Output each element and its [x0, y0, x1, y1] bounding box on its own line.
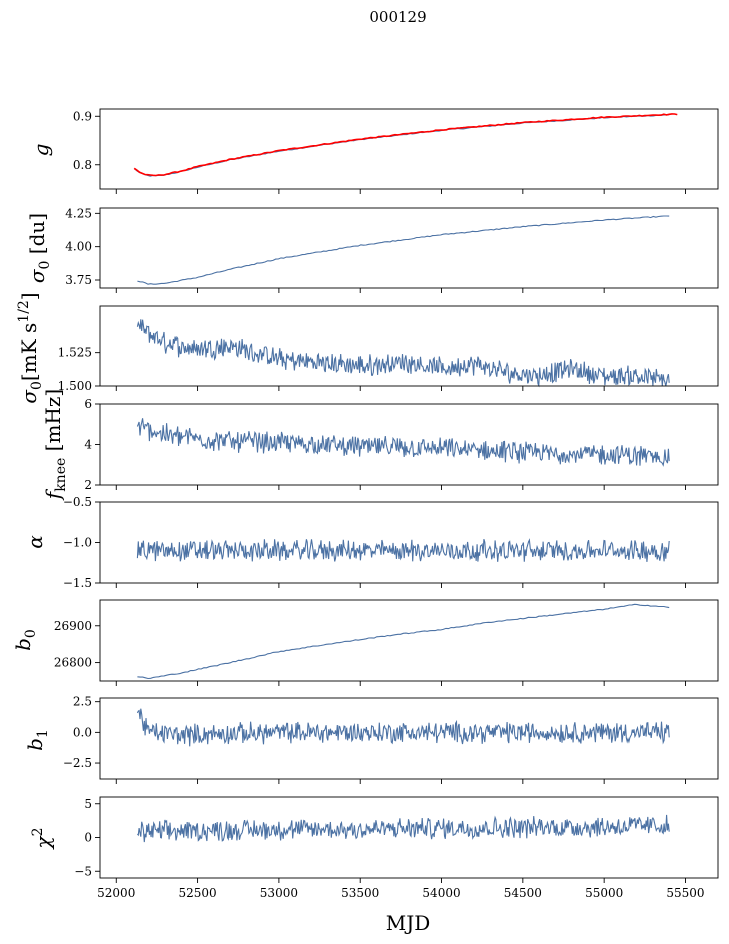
y-label-g-text: g	[29, 144, 53, 157]
panel-8-ytick-label-3: 5	[84, 797, 92, 811]
panel-4-series-line-1	[136, 418, 670, 467]
panel-5-ytick-label-3: −0.5	[63, 495, 92, 509]
panel-7-ytick-label-2: 0.0	[73, 725, 92, 739]
panel-7-frame	[99, 697, 719, 780]
y-label-alpha-text: α	[23, 535, 47, 549]
panel-2-ytick-label-3: 4.25	[65, 206, 92, 220]
y-label-g: g	[29, 144, 53, 157]
panel-2-ytick-label-1: 3.75	[65, 273, 92, 287]
y-label-sigma0-mk-text: σ0[mK s1/2]	[16, 292, 45, 403]
panel-3-series	[136, 319, 670, 388]
panel-6-frame	[99, 599, 719, 682]
panel-8-series-line-1	[136, 814, 670, 843]
panel-6-series	[137, 603, 670, 680]
y-label-b1-text: b1	[23, 729, 51, 751]
panel-8-frame	[99, 796, 719, 879]
panel-7-series-line-1	[136, 708, 670, 747]
y-label-fknee: fknee [mHz]	[41, 389, 69, 501]
panel-1-series	[133, 113, 678, 177]
panel-4-ytick-label-3: 6	[84, 397, 92, 411]
panel-4-ytick-label-1: 2	[84, 478, 92, 492]
xtick-label-8: 55500	[666, 886, 704, 900]
panel-3-ytick-label-2: 1.525	[58, 346, 92, 360]
panel-6-ytick-label-1: 26800	[54, 656, 92, 670]
y-label-alpha: α	[23, 535, 47, 549]
y-label-b0-text: b0	[11, 629, 39, 651]
x-axis-label: MJD	[386, 911, 431, 935]
xtick-label-5: 54000	[422, 886, 460, 900]
y-label-chi2: χ2	[30, 827, 55, 850]
panel-8: −5 0 5 52000 52500 53000 53500 54000 54500 55000 5…	[74, 796, 719, 900]
panel-4-series	[136, 418, 670, 467]
panel-1-frame	[99, 108, 719, 190]
panel-6: 26800 26900	[54, 599, 719, 686]
panel-5-ytick-label-1: −1.5	[63, 576, 92, 590]
panel-7-series	[136, 708, 670, 747]
xtick-label-3: 53000	[260, 886, 298, 900]
panel-5: −1.5 −1.0 −0.5	[63, 495, 719, 590]
panel-6-series-line-1	[137, 603, 670, 680]
xtick-label-2: 52500	[178, 886, 216, 900]
panel-3-series-line-1	[136, 319, 670, 388]
panel-1-series-line-2	[133, 113, 678, 177]
panels: 0.80.93.754.004.251.5001.525246−1.5−1.0−…	[54, 108, 719, 900]
xtick-label-1: 52000	[97, 886, 135, 900]
y-label-b1: b1	[23, 729, 51, 751]
panel-2-series	[137, 215, 670, 285]
panel-4-frame	[99, 403, 719, 486]
panel-1-ytick-label-1: 0.8	[73, 158, 92, 172]
panel-6-ytick-label-2: 26900	[54, 619, 92, 633]
panel-8-ytick-label-2: 0	[84, 831, 92, 845]
figure-title: 000129	[369, 8, 426, 26]
panel-5-series-line-1	[136, 538, 670, 562]
panel-8-series	[136, 814, 670, 843]
panel-7: −2.5 0.0 2.5	[63, 695, 719, 784]
panel-7-ytick-label-1: −2.5	[63, 756, 92, 770]
panel-3-frame	[99, 305, 719, 387]
panel-1-series-line-1	[133, 114, 670, 177]
y-label-chi2-text: χ2	[30, 827, 55, 850]
panel-2-series-line-1	[137, 215, 670, 285]
y-label-sigma0-du-text: σ0 [du]	[25, 213, 53, 283]
panel-3: 1.500 1.525	[58, 305, 719, 393]
panel-4-ytick-label-2: 4	[84, 438, 92, 452]
panel-7-ytick-label-3: 2.5	[73, 695, 92, 709]
panel-1-ytick-label-2: 0.9	[73, 109, 92, 123]
y-label-sigma0-du: σ0 [du]	[25, 213, 53, 283]
panel-8-ytick-label-1: −5	[74, 864, 92, 878]
panel-5-ytick-label-2: −1.0	[63, 536, 92, 550]
panel-1: 0.8 0.9	[73, 108, 719, 194]
panel-5-series	[136, 538, 670, 562]
y-label-b0: b0	[11, 629, 39, 651]
xtick-label-6: 54500	[504, 886, 542, 900]
y-label-fknee-text: fknee [mHz]	[41, 389, 69, 501]
panel-3-ytick-label-1: 1.500	[58, 379, 92, 393]
y-label-sigma0-mk: σ0[mK s1/2]	[16, 292, 45, 403]
panel-2-frame	[99, 207, 719, 289]
panel-2-ytick-label-2: 4.00	[65, 240, 92, 254]
panel-2: 3.75 4.00 4.25	[65, 206, 719, 293]
xtick-label-4: 53500	[341, 886, 379, 900]
xtick-label-7: 55000	[585, 886, 623, 900]
panel-4: 2 4 6	[84, 397, 719, 492]
